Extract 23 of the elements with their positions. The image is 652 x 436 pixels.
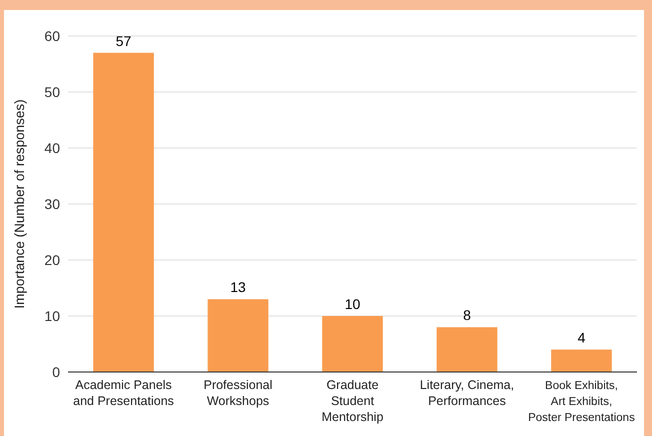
bar — [322, 316, 383, 372]
data-label: 4 — [578, 330, 586, 346]
bar — [93, 52, 154, 372]
data-label: 10 — [344, 296, 360, 312]
y-axis-title: Importance (Number of responses) — [12, 99, 27, 309]
y-tick-label: 30 — [44, 196, 60, 212]
x-tick-label: Graduate Student Mentorship — [322, 378, 384, 424]
data-label: 57 — [116, 32, 132, 49]
data-label: 13 — [230, 279, 246, 296]
y-tick-label: 20 — [44, 252, 60, 268]
x-tick-label: Book Exhibits, Art Exhibits, Poster Presentations — [528, 380, 636, 424]
x-tick-label: Academic Panels and Presentations — [73, 378, 174, 408]
y-tick-label: 10 — [44, 308, 60, 324]
bar — [436, 327, 498, 372]
x-tick-label: Professional Workshops — [204, 378, 272, 408]
y-tick-label: 40 — [44, 140, 60, 156]
bar — [551, 350, 612, 372]
y-tick-label: 50 — [44, 84, 60, 100]
data-label: 8 — [463, 307, 472, 324]
bar — [208, 299, 268, 372]
y-tick-label: 60 — [44, 28, 60, 44]
y-tick-label: 0 — [52, 364, 60, 380]
x-tick-label: Literary, Cinema, Performances — [420, 378, 514, 408]
